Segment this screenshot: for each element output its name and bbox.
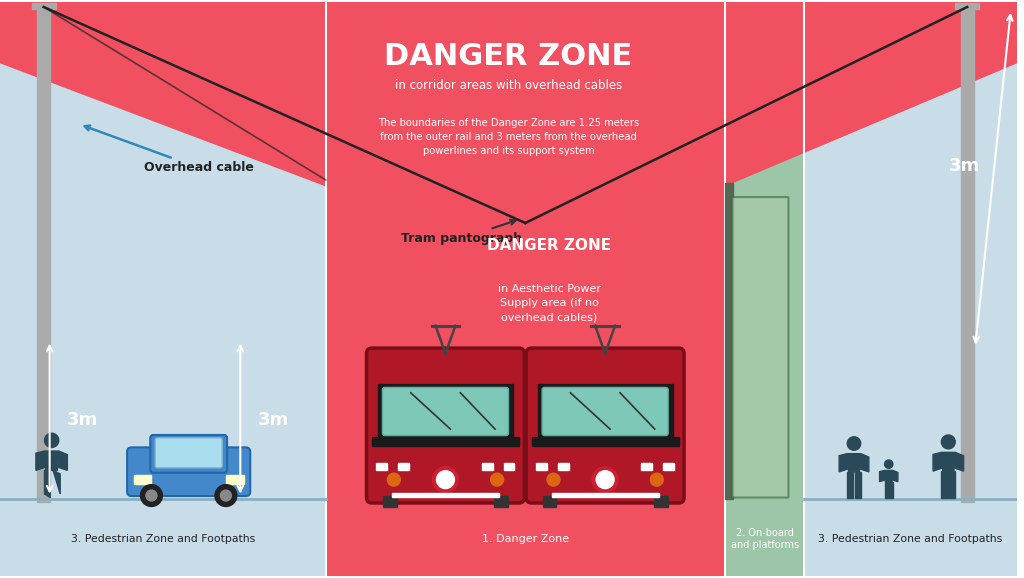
Bar: [531, 437, 679, 446]
Bar: [552, 492, 658, 497]
Polygon shape: [949, 471, 955, 498]
Bar: [326, 2, 725, 502]
Text: 3. Pedestrian Zone and Footpaths: 3. Pedestrian Zone and Footpaths: [71, 533, 255, 544]
Bar: [955, 3, 979, 9]
Bar: [383, 495, 397, 507]
Polygon shape: [880, 470, 885, 481]
Polygon shape: [53, 470, 60, 494]
Text: in corridor areas with overhead cables: in corridor areas with overhead cables: [395, 79, 622, 92]
Bar: [641, 464, 652, 470]
Circle shape: [436, 470, 455, 488]
Circle shape: [140, 484, 163, 506]
Circle shape: [215, 484, 237, 506]
Circle shape: [490, 473, 504, 486]
Circle shape: [220, 490, 231, 501]
Text: The boundaries of the Danger Zone are 1.25 meters
from the outer rail and 3 mete: The boundaries of the Danger Zone are 1.…: [378, 118, 639, 156]
Polygon shape: [36, 451, 44, 470]
Bar: [37, 7, 50, 502]
Text: DANGER ZONE: DANGER ZONE: [487, 239, 611, 254]
Polygon shape: [725, 2, 1017, 186]
Polygon shape: [44, 451, 58, 470]
Circle shape: [650, 473, 664, 486]
Bar: [543, 495, 556, 507]
Polygon shape: [855, 472, 861, 498]
Bar: [372, 437, 519, 446]
Bar: [538, 384, 673, 437]
Polygon shape: [885, 470, 893, 481]
Bar: [961, 7, 974, 502]
Text: in Aesthetic Power
Supply area (if no
overhead cables): in Aesthetic Power Supply area (if no ov…: [498, 284, 601, 323]
Bar: [0, 2, 326, 502]
Bar: [804, 2, 1017, 502]
Circle shape: [596, 470, 614, 488]
Text: Tram pantograph: Tram pantograph: [401, 220, 522, 245]
FancyBboxPatch shape: [367, 348, 524, 503]
Polygon shape: [941, 453, 955, 471]
Bar: [398, 464, 410, 470]
Bar: [392, 492, 499, 497]
Circle shape: [547, 473, 560, 486]
Bar: [0, 502, 326, 576]
Bar: [377, 464, 387, 470]
Polygon shape: [847, 454, 861, 472]
Circle shape: [592, 467, 618, 492]
Text: 3m: 3m: [67, 411, 97, 429]
Polygon shape: [889, 481, 893, 498]
Bar: [725, 502, 804, 576]
Polygon shape: [58, 451, 68, 470]
Circle shape: [885, 460, 893, 468]
Bar: [558, 464, 569, 470]
Text: DANGER ZONE: DANGER ZONE: [384, 42, 633, 71]
Bar: [0, 2, 1017, 102]
FancyBboxPatch shape: [526, 348, 684, 503]
Text: 3m: 3m: [258, 411, 290, 429]
Text: 2. On-board
and platforms: 2. On-board and platforms: [730, 528, 799, 550]
Text: 3m: 3m: [949, 157, 981, 175]
Bar: [653, 495, 668, 507]
Bar: [481, 464, 493, 470]
Circle shape: [847, 437, 861, 450]
FancyBboxPatch shape: [542, 387, 669, 436]
Bar: [133, 475, 152, 484]
Bar: [32, 3, 55, 9]
FancyBboxPatch shape: [127, 447, 250, 496]
Bar: [504, 464, 514, 470]
Polygon shape: [885, 481, 888, 498]
Text: Overhead cable: Overhead cable: [85, 125, 254, 175]
Polygon shape: [941, 471, 947, 498]
Polygon shape: [847, 472, 853, 498]
Polygon shape: [893, 470, 898, 481]
Bar: [378, 384, 513, 437]
Bar: [537, 464, 547, 470]
FancyBboxPatch shape: [732, 197, 788, 498]
FancyBboxPatch shape: [156, 438, 222, 468]
Polygon shape: [933, 453, 941, 471]
Circle shape: [941, 435, 955, 449]
Bar: [226, 475, 244, 484]
Bar: [725, 2, 804, 502]
Text: 1. Danger Zone: 1. Danger Zone: [481, 533, 569, 544]
Circle shape: [387, 473, 400, 486]
Circle shape: [44, 433, 58, 447]
FancyBboxPatch shape: [151, 435, 227, 473]
Polygon shape: [44, 470, 50, 498]
Polygon shape: [0, 2, 326, 186]
Polygon shape: [861, 454, 868, 472]
FancyBboxPatch shape: [382, 387, 509, 436]
Polygon shape: [839, 454, 847, 472]
Bar: [804, 502, 1017, 576]
Circle shape: [432, 467, 459, 492]
Bar: [495, 495, 508, 507]
Bar: [725, 183, 733, 498]
Bar: [664, 464, 674, 470]
Text: 3. Pedestrian Zone and Footpaths: 3. Pedestrian Zone and Footpaths: [818, 533, 1002, 544]
Polygon shape: [955, 453, 964, 471]
Bar: [326, 502, 725, 576]
Circle shape: [146, 490, 157, 501]
